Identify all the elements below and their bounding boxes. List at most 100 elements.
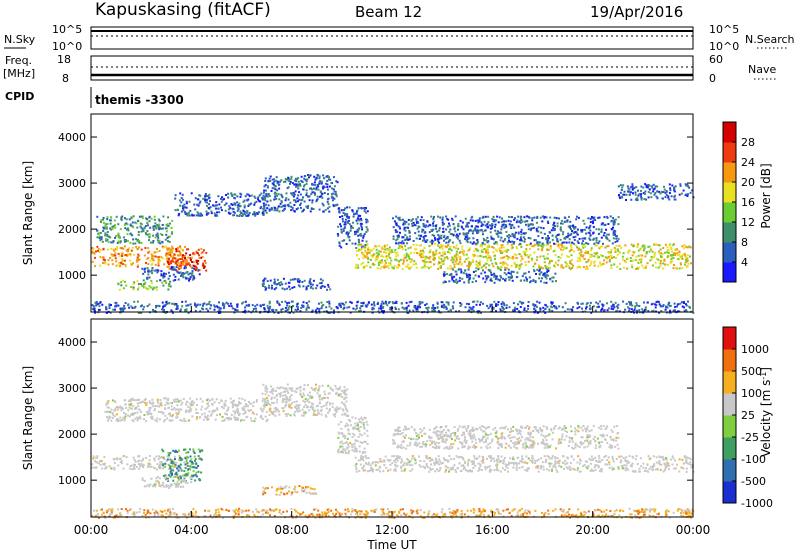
- data-cell: [248, 195, 251, 198]
- data-cell: [182, 474, 185, 477]
- data-cell: [600, 230, 603, 233]
- data-cell: [156, 468, 158, 471]
- data-cell: [360, 263, 363, 266]
- data-cell: [512, 302, 515, 305]
- data-cell: [590, 253, 593, 256]
- data-cell: [152, 228, 155, 231]
- data-cell: [120, 247, 123, 250]
- data-cell: [184, 212, 187, 215]
- data-cell: [502, 240, 505, 243]
- data-cell: [204, 416, 207, 419]
- data-cell: [113, 415, 116, 418]
- data-cell: [262, 213, 265, 216]
- data-cell: [130, 413, 132, 416]
- data-cell: [194, 459, 196, 462]
- data-cell: [174, 257, 177, 260]
- data-cell: [405, 238, 407, 241]
- data-cell: [630, 260, 632, 262]
- data-cell: [191, 272, 194, 275]
- data-cell: [148, 406, 151, 409]
- data-cell: [290, 300, 293, 303]
- data-cell: [236, 195, 239, 198]
- data-cell: [206, 406, 209, 409]
- data-cell: [185, 460, 188, 463]
- data-cell: [643, 248, 646, 251]
- data-cell: [429, 266, 432, 268]
- data-cell: [140, 215, 143, 218]
- data-cell: [101, 303, 104, 306]
- data-cell: [357, 238, 360, 241]
- data-cell: [190, 463, 193, 466]
- data-cell: [398, 226, 401, 229]
- data-cell: [551, 234, 554, 237]
- data-cell: [436, 302, 439, 305]
- data-cell: [486, 304, 489, 307]
- data-cell: [444, 245, 447, 248]
- data-cell: [190, 192, 193, 195]
- data-cell: [683, 244, 686, 247]
- data-cell: [152, 241, 154, 244]
- data-cell: [394, 307, 397, 310]
- data-cell: [569, 243, 572, 246]
- data-cell: [339, 304, 342, 307]
- data-cell: [406, 254, 408, 257]
- data-cell: [422, 249, 424, 252]
- data-cell: [637, 266, 640, 269]
- data-cell: [184, 258, 187, 261]
- data-cell: [293, 193, 296, 196]
- data-cell: [476, 249, 479, 252]
- data-cell: [513, 226, 516, 229]
- data-cell: [283, 288, 286, 291]
- data-cell: [601, 255, 604, 257]
- data-cell: [669, 243, 672, 246]
- data-cell: [229, 212, 232, 215]
- data-cell: [441, 254, 444, 257]
- data-cell: [195, 267, 198, 270]
- data-cell: [431, 307, 434, 310]
- data-cell: [147, 263, 150, 265]
- data-cell: [472, 309, 475, 312]
- data-cell: [506, 257, 509, 260]
- data-cell: [110, 304, 112, 306]
- data-cell: [163, 279, 166, 282]
- data-cell: [585, 226, 588, 229]
- data-cell: [266, 418, 269, 421]
- data-cell: [463, 269, 466, 272]
- data-cell: [119, 247, 122, 250]
- data-cell: [561, 245, 564, 248]
- data-cell: [687, 262, 690, 265]
- data-cell: [331, 187, 333, 190]
- data-cell: [437, 240, 440, 243]
- data-cell: [505, 225, 508, 228]
- data-cell: [546, 253, 549, 255]
- y-tick-label: 1000: [58, 269, 86, 282]
- data-cell: [268, 284, 271, 287]
- data-cell: [284, 204, 287, 207]
- colorbar-tick-label: 8: [741, 236, 748, 249]
- data-cell: [418, 304, 421, 307]
- data-cell: [307, 205, 310, 208]
- data-cell: [426, 265, 429, 268]
- data-cell: [561, 241, 564, 244]
- data-cell: [298, 183, 301, 186]
- data-cell: [451, 241, 454, 244]
- data-cell: [481, 223, 484, 226]
- data-cell: [545, 281, 548, 284]
- data-cell: [520, 215, 523, 218]
- data-cell: [512, 270, 515, 273]
- data-cell: [482, 277, 485, 280]
- data-cell: [643, 247, 646, 250]
- data-cell: [281, 287, 284, 290]
- data-cell: [160, 402, 163, 404]
- data-cell: [204, 201, 207, 204]
- data-cell: [127, 409, 130, 412]
- data-cell: [486, 256, 489, 259]
- data-cell: [478, 263, 481, 266]
- data-cell: [474, 242, 477, 245]
- data-cell: [678, 267, 681, 270]
- data-cell: [107, 263, 110, 266]
- data-cell: [501, 217, 504, 220]
- data-cell: [186, 213, 189, 216]
- colorbar-segment: [723, 162, 736, 183]
- data-cell: [346, 215, 349, 218]
